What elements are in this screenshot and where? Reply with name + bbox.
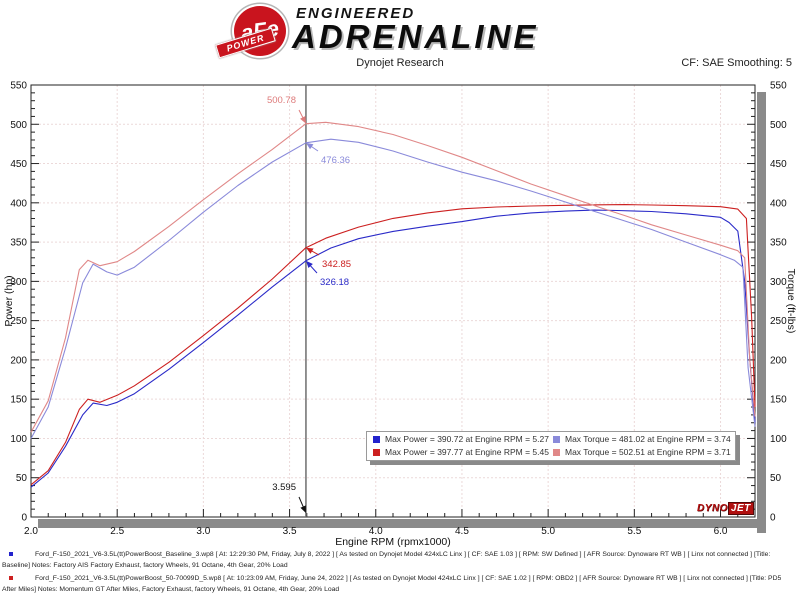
legend-item-power-baseline: Max Power = 390.72 at Engine RPM = 5.27 <box>371 433 551 446</box>
run-note-tuned: Ford_F-150_2021_V6-3.5L(tt)PowerBoost_50… <box>2 573 797 596</box>
svg-text:150: 150 <box>10 395 27 406</box>
afe-logo: aFe POWER ENGINEERED ADRENALINE <box>215 3 592 59</box>
curve-torque-baseline <box>30 138 756 439</box>
legend-item-label: Max Power = 390.72 at Engine RPM = 5.27 <box>385 434 549 444</box>
chart-subtitle: Dynojet Research <box>356 57 444 69</box>
svg-text:326.18: 326.18 <box>320 277 349 288</box>
annotation-326.18: 326.18 <box>305 260 349 288</box>
svg-text:6.0: 6.0 <box>714 526 728 537</box>
svg-text:500: 500 <box>10 120 27 131</box>
svg-text:3.5: 3.5 <box>283 526 297 537</box>
svg-text:550: 550 <box>770 81 787 92</box>
left-axis-title: Power (hp) <box>3 275 15 326</box>
svg-text:250: 250 <box>10 316 27 327</box>
legend-item-torque-tuned: Max Torque = 502.51 at Engine RPM = 3.71 <box>551 446 731 459</box>
run-bullet-icon <box>9 575 13 580</box>
svg-text:400: 400 <box>770 198 787 209</box>
annotation-342.85: 342.85 <box>305 247 351 270</box>
annotation-3.595: 3.595 <box>272 482 306 513</box>
legend-item-power-tuned: Max Power = 397.77 at Engine RPM = 5.45 <box>371 446 551 459</box>
legend-item-label: Max Power = 397.77 at Engine RPM = 5.45 <box>385 447 549 457</box>
svg-text:5.5: 5.5 <box>627 526 641 537</box>
run-notes: Ford_F-150_2021_V6-3.5L(tt)PowerBoost_Ba… <box>2 549 797 597</box>
curve-torque-tuned <box>30 121 756 433</box>
svg-text:4.5: 4.5 <box>455 526 469 537</box>
svg-text:350: 350 <box>10 238 27 249</box>
svg-text:450: 450 <box>10 159 27 170</box>
engineered-text: ENGINEERED <box>296 5 416 22</box>
svg-text:5.0: 5.0 <box>541 526 555 537</box>
svg-text:4.0: 4.0 <box>369 526 383 537</box>
svg-text:550: 550 <box>10 81 27 92</box>
svg-text:400: 400 <box>10 198 27 209</box>
run-bullet-icon <box>9 552 13 556</box>
svg-text:342.85: 342.85 <box>322 259 351 270</box>
svg-text:2.0: 2.0 <box>24 526 38 537</box>
curve-power-tuned <box>30 204 756 486</box>
svg-text:100: 100 <box>770 434 787 445</box>
curve-power-baseline <box>30 209 756 488</box>
legend-swatch-icon <box>373 449 380 456</box>
svg-text:200: 200 <box>770 355 787 366</box>
svg-text:0: 0 <box>770 513 776 524</box>
annotation-476.36: 476.36 <box>305 142 350 166</box>
svg-text:3.0: 3.0 <box>196 526 210 537</box>
legend-swatch-icon <box>553 436 560 443</box>
svg-text:300: 300 <box>770 277 787 288</box>
svg-text:100: 100 <box>10 434 27 445</box>
svg-text:0: 0 <box>21 513 27 524</box>
chart-legend: Max Power = 390.72 at Engine RPM = 5.27 … <box>366 431 736 461</box>
svg-text:350: 350 <box>770 238 787 249</box>
legend-swatch-icon <box>373 436 380 443</box>
right-axis-title: Torque (ft-lbs) <box>785 269 797 334</box>
svg-text:500: 500 <box>770 120 787 131</box>
svg-text:3.595: 3.595 <box>272 482 296 493</box>
x-axis-title: Engine RPM (rpmx1000) <box>335 536 451 548</box>
frame-shadow <box>38 92 766 533</box>
svg-text:200: 200 <box>10 355 27 366</box>
legend-item-torque-baseline: Max Torque = 481.02 at Engine RPM = 3.74 <box>551 433 731 446</box>
run-note-baseline: Ford_F-150_2021_V6-3.5L(tt)PowerBoost_Ba… <box>2 549 797 572</box>
svg-text:300: 300 <box>10 277 27 288</box>
run-note-text: Ford_F-150_2021_V6-3.5L(tt)PowerBoost_Ba… <box>2 551 771 570</box>
dynojet-logo-jet: JET <box>727 502 754 515</box>
dynojet-logo: DYNO JET <box>697 502 754 515</box>
tick-labels: 2.0 2.5 3.0 3.5 4.0 4.5 5.0 5.5 6.0 0 0 50 50 100 100 1… <box>10 81 787 538</box>
svg-text:500.78: 500.78 <box>267 95 296 106</box>
svg-text:50: 50 <box>16 473 28 484</box>
adrenaline-text: ADRENALINE <box>292 18 539 55</box>
cf-smoothing-label: CF: SAE Smoothing: 5 <box>681 57 792 69</box>
svg-text:450: 450 <box>770 159 787 170</box>
legend-swatch-icon <box>553 449 560 456</box>
svg-text:476.36: 476.36 <box>321 155 350 166</box>
svg-text:50: 50 <box>770 473 782 484</box>
run-note-text: Ford_F-150_2021_V6-3.5L(tt)PowerBoost_50… <box>2 574 782 594</box>
svg-text:150: 150 <box>770 395 787 406</box>
dynojet-logo-dyno: DYNO <box>697 503 728 514</box>
legend-item-label: Max Torque = 481.02 at Engine RPM = 3.74 <box>565 434 731 444</box>
svg-text:250: 250 <box>770 316 787 327</box>
legend-item-label: Max Torque = 502.51 at Engine RPM = 3.71 <box>565 447 731 457</box>
svg-text:2.5: 2.5 <box>110 526 124 537</box>
annotation-500.78: 500.78 <box>267 95 306 124</box>
